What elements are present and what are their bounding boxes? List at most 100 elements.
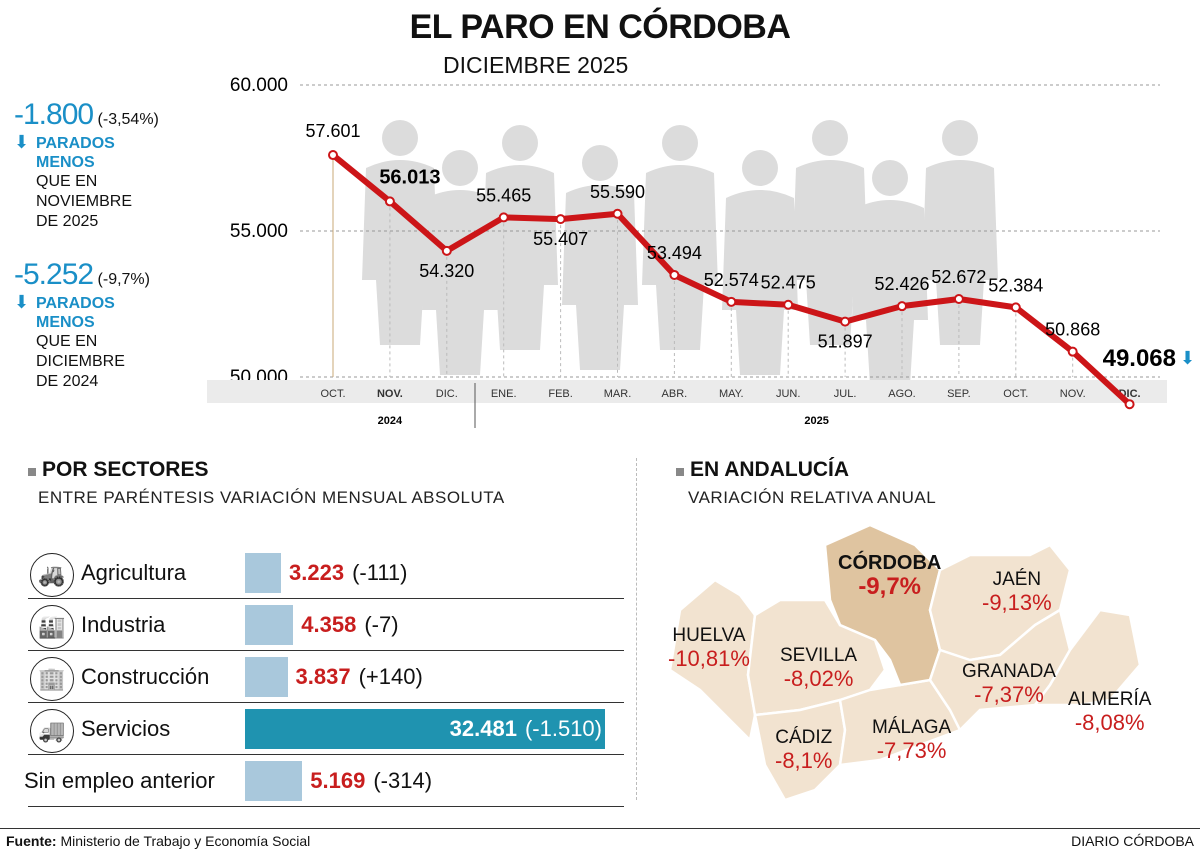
sector-name: Construcción: [81, 664, 210, 689]
sector-value: 32.481 (-1.510): [450, 716, 602, 742]
data-label: 57.601: [305, 121, 360, 141]
province-label: MÁLAGA -7,73%: [872, 716, 951, 762]
sector-value: 5.169 (-314): [310, 768, 432, 794]
tractor-icon: 🚜: [30, 553, 74, 597]
province-value: -9,13%: [982, 590, 1052, 615]
data-label: 52.672: [931, 267, 986, 287]
x-tick-label: DIC.: [436, 388, 458, 400]
person-silhouette-icon: [642, 125, 718, 350]
summary-value: -1.800: [14, 98, 94, 131]
sector-value: 3.223 (-111): [289, 560, 407, 586]
data-point: [1010, 302, 1021, 313]
arrow-down-icon: ⬇: [14, 292, 30, 312]
data-label: 52.384: [988, 275, 1043, 295]
province-value: -10,81%: [668, 646, 750, 671]
data-point: [612, 208, 623, 219]
summary-label: PARADOS: [36, 295, 115, 312]
data-point: [669, 269, 680, 280]
summary-text: DE 2025: [36, 213, 99, 230]
sector-row: 🚚 Servicios 32.481 (-1.510): [28, 704, 624, 755]
section-title: POR SECTORES: [42, 458, 209, 481]
data-point: [1067, 346, 1078, 357]
x-tick-label: FEB.: [548, 388, 572, 400]
province-label: JAÉN -9,13%: [982, 568, 1052, 614]
province-value: -8,1%: [775, 748, 833, 773]
sector-value: 4.358 (-7): [301, 612, 398, 638]
source-label: Fuente:: [6, 833, 57, 849]
person-silhouette-icon: [562, 145, 638, 370]
person-silhouette-icon: [792, 120, 868, 345]
footer-source: Fuente: Ministerio de Trabajo y Economía…: [6, 833, 310, 849]
arrow-down-icon: ⬇: [14, 132, 30, 152]
data-point: [726, 296, 737, 307]
sector-name: Agricultura: [81, 560, 187, 585]
data-label: 50.868: [1045, 320, 1100, 340]
buildings-icon: 🏢: [30, 657, 74, 701]
province-label: HUELVA -10,81%: [668, 624, 750, 670]
summary-label: MENOS: [36, 154, 95, 171]
province-name: MÁLAGA: [872, 717, 952, 738]
y-tick-label: 60.000: [230, 75, 288, 96]
summary-label: MENOS: [36, 314, 95, 331]
sector-row: 🚜 Agricultura 3.223 (-111): [28, 548, 624, 599]
summary-text: DICIEMBRE: [36, 353, 125, 370]
y-tick-label: 55.000: [230, 221, 288, 242]
section-title: EN ANDALUCÍA: [690, 458, 850, 481]
person-silhouette-icon: [922, 120, 998, 345]
data-point: [953, 293, 964, 304]
x-tick-label: AGO.: [888, 388, 916, 400]
province-name: JAÉN: [992, 569, 1042, 590]
x-tick-label: OCT.: [320, 388, 345, 400]
data-label: 55.407: [533, 229, 588, 249]
data-point: [897, 301, 907, 312]
sector-value-text: 3.837: [295, 664, 351, 689]
province-value: -8,08%: [1074, 710, 1145, 735]
province-name: CÓRDOBA: [838, 552, 942, 574]
x-tick-label: ABR.: [662, 388, 688, 400]
data-point: [384, 196, 395, 207]
year-label: 2024: [378, 415, 403, 427]
data-point: [441, 245, 452, 256]
province-name: SEVILLA: [780, 645, 858, 666]
x-tick-label: ENE.: [491, 388, 517, 400]
summary-text: NOVIEMBRE: [36, 193, 133, 210]
province-label: SEVILLA -8,02%: [780, 644, 857, 690]
sector-value-text: 5.169: [310, 768, 366, 793]
andalucia-map: [668, 523, 1142, 802]
province-value: -8,02%: [783, 666, 854, 691]
data-point: [1124, 399, 1135, 410]
sector-row: 🏢 Construcción 3.837 (+140): [28, 652, 624, 703]
summary-label: PARADOS: [36, 135, 115, 152]
section-subtitle: ENTRE PARÉNTESIS VARIACIÓN MENSUAL ABSOL…: [38, 488, 505, 507]
data-point: [498, 212, 509, 223]
brand-name: DIARIO CÓRDOBA: [1071, 833, 1194, 849]
x-tick-label: OCT.: [1003, 388, 1028, 400]
page-title: EL PARO EN CÓRDOBA: [409, 8, 791, 46]
province-value: -7,37%: [974, 682, 1044, 707]
page-subtitle: DICIEMBRE 2025: [443, 52, 629, 78]
summary-monthly: -1.800 (-3,54%) ⬇ PARADOS MENOS QUE EN N…: [14, 98, 159, 232]
sector-bar: [245, 553, 281, 593]
province-sevilla: [746, 598, 887, 717]
x-tick-label: MAR.: [604, 388, 632, 400]
x-tick-label: SEP.: [947, 388, 971, 400]
x-axis-band: [207, 380, 1167, 403]
arrow-down-icon: ⬇: [1180, 348, 1195, 368]
sector-value-text: 32.481: [449, 716, 517, 741]
sector-bar: [245, 605, 294, 645]
summary-text: QUE EN: [36, 173, 98, 190]
sector-change: (-1.510): [524, 716, 602, 741]
sector-name: Servicios: [81, 716, 171, 741]
sector-value: 3.837 (+140): [296, 664, 423, 690]
sector-change: (-111): [352, 560, 408, 585]
summary-pct: (-9,7%): [97, 271, 150, 288]
bullet-icon: [28, 467, 36, 476]
sector-value-text: 4.358: [301, 612, 357, 637]
data-label: 56.013: [379, 166, 440, 188]
sector-change: (+140): [358, 664, 423, 689]
province-name: GRANADA: [962, 661, 1056, 682]
province-label: CÓRDOBA -9,7%: [838, 552, 942, 599]
data-point: [783, 299, 794, 310]
summary-text: QUE EN: [36, 333, 98, 350]
person-silhouette-icon: [362, 120, 438, 345]
